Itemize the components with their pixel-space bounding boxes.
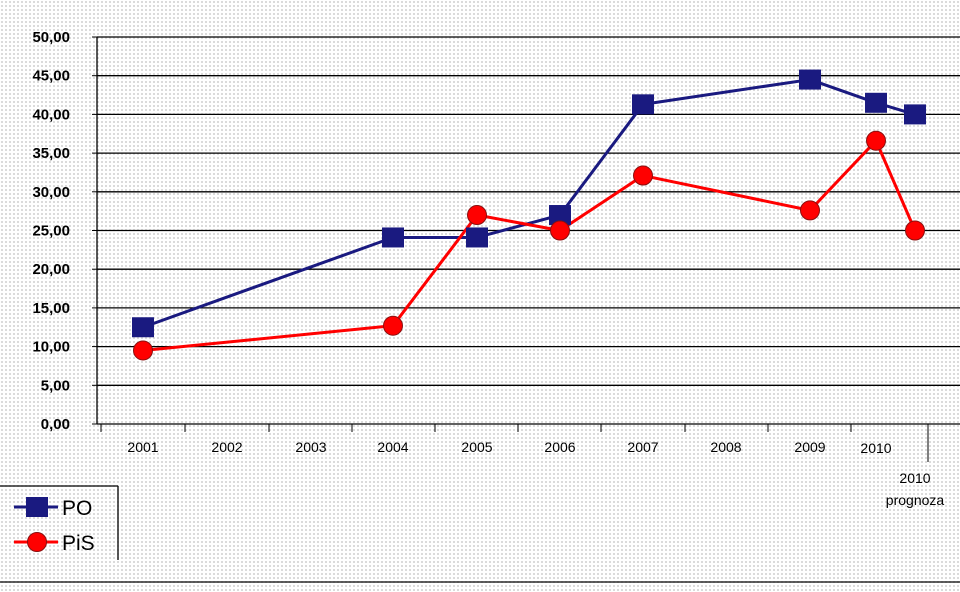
x-tick-label: 2008 bbox=[710, 439, 741, 455]
data-point-pis bbox=[133, 340, 153, 361]
data-point-pis bbox=[550, 220, 570, 241]
series-markers bbox=[132, 69, 926, 361]
data-point-po bbox=[549, 205, 571, 226]
y-axis: 0,00 5,00 10,00 15,00 20,00 25,00 30,00 35,00 40… bbox=[32, 29, 98, 433]
y-tick-label: 20,00 bbox=[32, 261, 70, 278]
x-tick-label: 2007 bbox=[627, 439, 658, 455]
y-tick-label: 45,00 bbox=[32, 68, 70, 85]
data-point-pis bbox=[633, 165, 653, 186]
x-tick-label: 2002 bbox=[211, 439, 242, 455]
series-lines bbox=[142, 78, 917, 352]
x-tick-label: 2006 bbox=[544, 439, 575, 455]
data-point-pis bbox=[383, 315, 403, 336]
legend-marker-pis bbox=[27, 532, 47, 552]
series-line-po bbox=[142, 78, 916, 329]
legend-marker-po bbox=[26, 497, 48, 517]
x-tick-label: 2005 bbox=[461, 439, 492, 455]
data-point-pis bbox=[905, 220, 925, 241]
legend-label-pis: PiS bbox=[62, 532, 95, 555]
legend: PO PiS bbox=[0, 485, 960, 583]
gridlines bbox=[97, 36, 960, 425]
y-tick-label: 50,00 bbox=[32, 29, 70, 46]
data-point-po bbox=[632, 94, 654, 115]
data-point-po bbox=[382, 227, 404, 248]
y-tick-label: 15,00 bbox=[32, 300, 70, 317]
data-point-po bbox=[132, 317, 154, 338]
data-point-po bbox=[904, 104, 926, 125]
x-axis: 2001 2002 2003 2004 2005 2006 2007 2008 2009 2010… bbox=[100, 424, 945, 508]
x-tick-label: prognoza bbox=[886, 492, 945, 508]
legend-label-po: PO bbox=[62, 497, 92, 520]
series-line-pis bbox=[142, 139, 917, 352]
y-tick-label: 5,00 bbox=[41, 377, 70, 394]
x-tick-label: 2010 bbox=[899, 470, 930, 486]
data-point-po bbox=[466, 227, 488, 248]
data-point-pis bbox=[467, 205, 487, 226]
x-tick-label: 2004 bbox=[377, 439, 408, 455]
data-point-pis bbox=[800, 200, 820, 221]
data-point-pis bbox=[866, 130, 886, 151]
y-tick-label: 25,00 bbox=[32, 223, 70, 240]
x-tick-label: 2009 bbox=[794, 439, 825, 455]
y-tick-label: 40,00 bbox=[32, 106, 70, 123]
y-tick-label: 35,00 bbox=[32, 145, 70, 162]
data-point-po bbox=[799, 69, 821, 90]
y-tick-label: 30,00 bbox=[32, 184, 70, 201]
data-point-po bbox=[865, 92, 887, 113]
x-tick-label: 2010 bbox=[860, 440, 891, 456]
x-tick-label: 2003 bbox=[295, 439, 326, 455]
y-tick-label: 0,00 bbox=[41, 416, 70, 433]
y-tick-label: 10,00 bbox=[32, 339, 70, 356]
x-tick-label: 2001 bbox=[127, 439, 158, 455]
